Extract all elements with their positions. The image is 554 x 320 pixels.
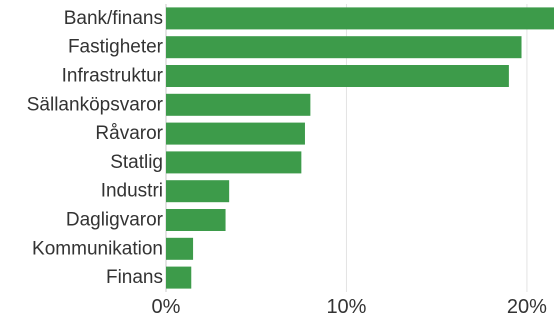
bar: [166, 180, 230, 203]
category-label: Statlig: [110, 152, 163, 173]
bar: [166, 266, 192, 289]
bar: [166, 36, 522, 59]
bar: [166, 65, 509, 87]
bar: [166, 7, 554, 30]
bar-layer: [166, 7, 554, 289]
category-label: Dagligvaror: [66, 210, 164, 231]
x-tick-label: 0%: [152, 296, 181, 318]
bar: [166, 93, 311, 116]
x-tick-label: 10%: [326, 296, 366, 318]
category-label: Infrastruktur: [62, 66, 164, 87]
bar: [166, 237, 194, 260]
category-label: Kommunikation: [32, 238, 163, 259]
category-label-layer: Bank/finans Fastigheter Infrastruktur Sälla…: [27, 8, 164, 288]
x-tick-label: 20%: [507, 296, 547, 318]
category-label: Bank/finans: [64, 8, 163, 29]
category-label: Finans: [106, 267, 163, 288]
x-tick-layer: 0% 10% 20%: [152, 296, 548, 318]
bar: [166, 209, 226, 231]
category-label: Fastigheter: [68, 37, 164, 58]
category-label: Industri: [101, 181, 163, 202]
bar: [166, 151, 302, 174]
category-label: Sällanköpsvaror: [27, 94, 164, 115]
bar: [166, 122, 305, 145]
category-label: Råvaror: [95, 123, 163, 144]
